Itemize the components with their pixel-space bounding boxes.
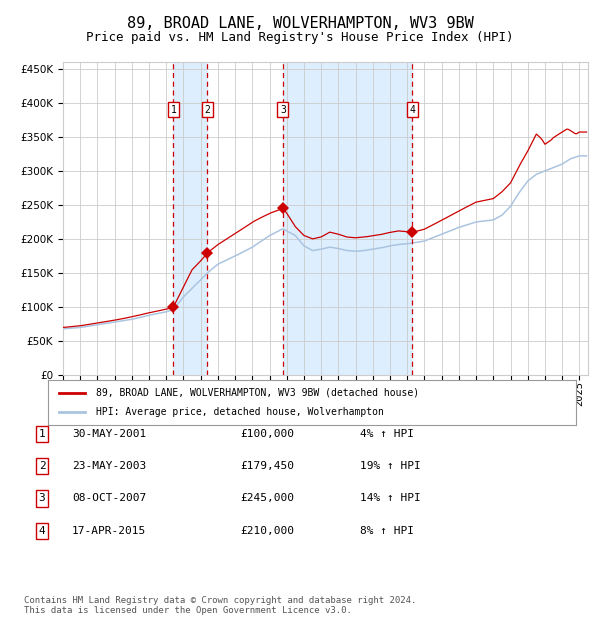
- Text: Price paid vs. HM Land Registry's House Price Index (HPI): Price paid vs. HM Land Registry's House …: [86, 31, 514, 44]
- Text: 4: 4: [38, 526, 46, 536]
- Text: 89, BROAD LANE, WOLVERHAMPTON, WV3 9BW (detached house): 89, BROAD LANE, WOLVERHAMPTON, WV3 9BW (…: [95, 388, 419, 397]
- Text: £100,000: £100,000: [240, 429, 294, 439]
- Text: £210,000: £210,000: [240, 526, 294, 536]
- Bar: [283, 62, 412, 375]
- Text: 4% ↑ HPI: 4% ↑ HPI: [360, 429, 414, 439]
- Text: 30-MAY-2001: 30-MAY-2001: [72, 429, 146, 439]
- Text: 23-MAY-2003: 23-MAY-2003: [72, 461, 146, 471]
- Text: 3: 3: [280, 105, 286, 115]
- Text: 08-OCT-2007: 08-OCT-2007: [72, 494, 146, 503]
- Text: 1: 1: [170, 105, 176, 115]
- Text: 1: 1: [38, 429, 46, 439]
- Text: Contains HM Land Registry data © Crown copyright and database right 2024.
This d: Contains HM Land Registry data © Crown c…: [24, 596, 416, 615]
- Text: 2: 2: [205, 105, 210, 115]
- Text: 3: 3: [38, 494, 46, 503]
- Text: 8% ↑ HPI: 8% ↑ HPI: [360, 526, 414, 536]
- Text: 17-APR-2015: 17-APR-2015: [72, 526, 146, 536]
- Text: 19% ↑ HPI: 19% ↑ HPI: [360, 461, 421, 471]
- Text: 2: 2: [38, 461, 46, 471]
- Text: £179,450: £179,450: [240, 461, 294, 471]
- Text: 14% ↑ HPI: 14% ↑ HPI: [360, 494, 421, 503]
- Text: HPI: Average price, detached house, Wolverhampton: HPI: Average price, detached house, Wolv…: [95, 407, 383, 417]
- Bar: [173, 62, 207, 375]
- Text: £245,000: £245,000: [240, 494, 294, 503]
- Text: 89, BROAD LANE, WOLVERHAMPTON, WV3 9BW: 89, BROAD LANE, WOLVERHAMPTON, WV3 9BW: [127, 16, 473, 30]
- Text: 4: 4: [409, 105, 415, 115]
